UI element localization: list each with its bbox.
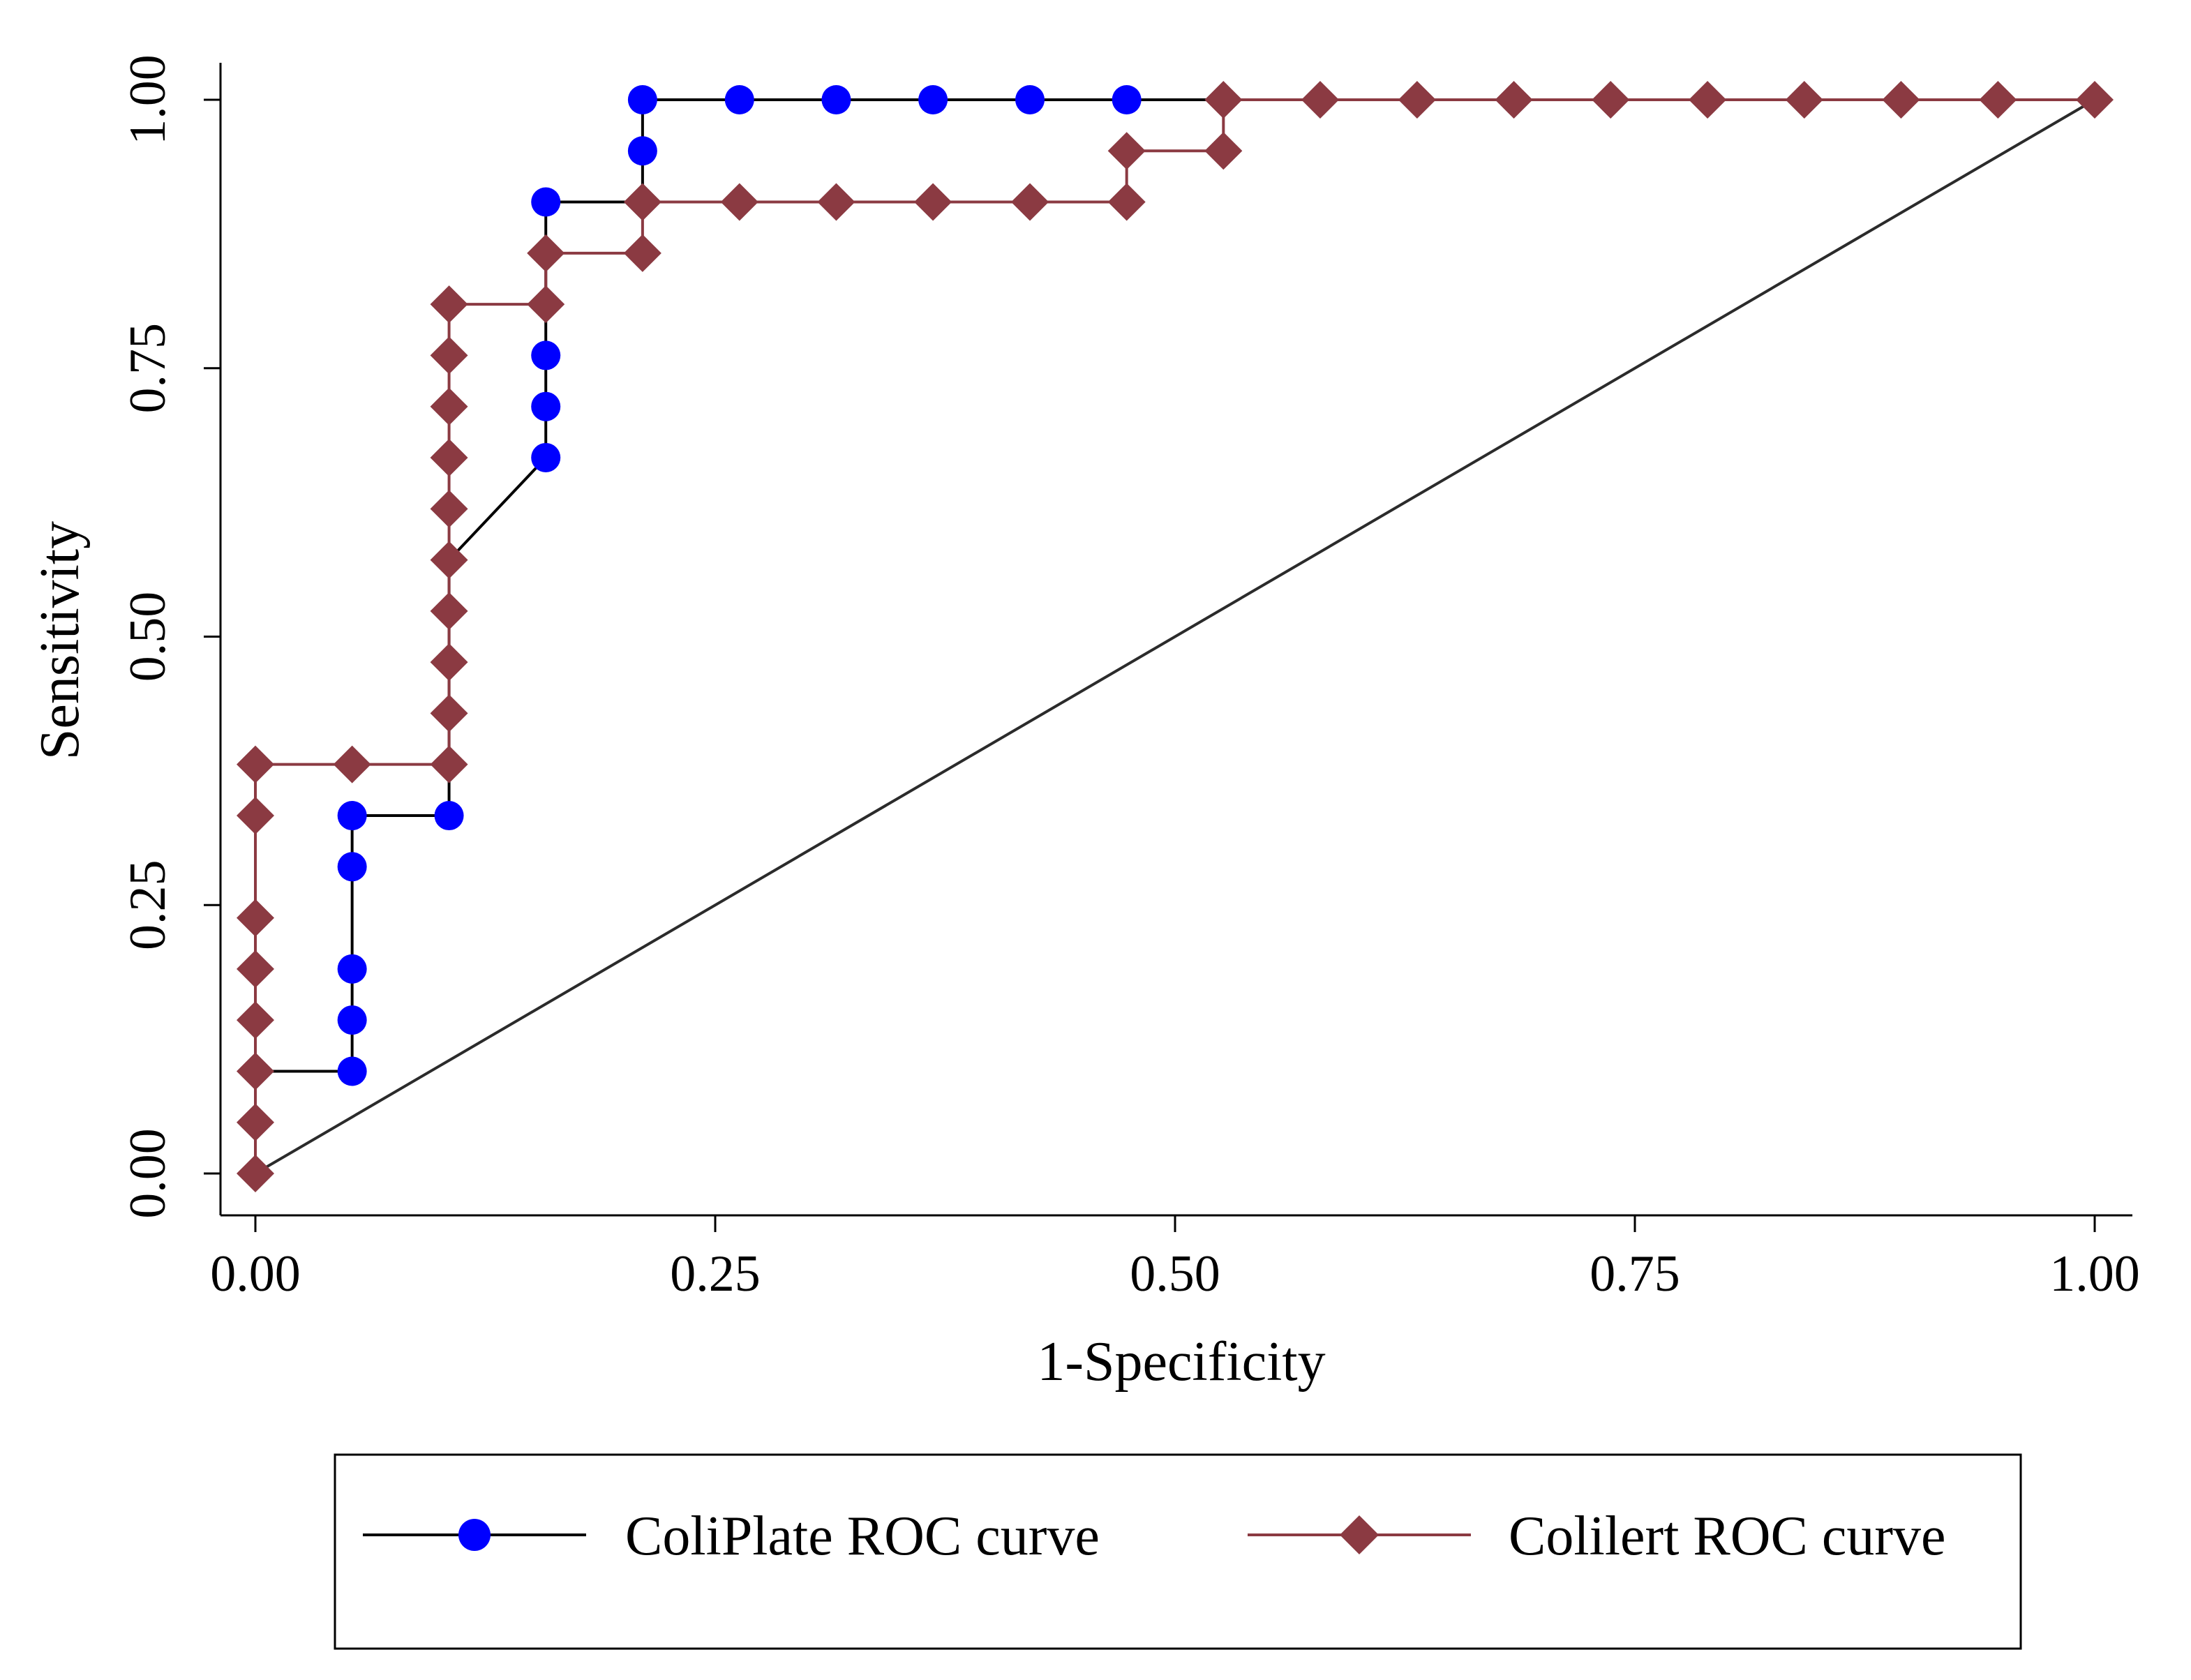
coliplate-point — [337, 954, 367, 984]
colilert-point — [237, 797, 274, 835]
colilert-point — [430, 694, 468, 733]
colilert-point — [1689, 81, 1727, 119]
colilert-point — [237, 1155, 274, 1192]
colilert-point — [430, 387, 468, 426]
coliplate-point — [531, 391, 561, 421]
colilert-point — [720, 183, 758, 221]
axes-layer: 0.00 0.25 0.50 0.75 1.00 0.00 0.25 0.50 0.75 1.00 — [119, 54, 2140, 1303]
colilert-point — [1204, 132, 1243, 170]
colilert-point — [623, 234, 661, 272]
legend-coliplate-label: ColiPlate ROC curve — [625, 1506, 1100, 1567]
colilert-point — [237, 1103, 274, 1141]
colilert-point — [623, 183, 661, 221]
colilert-point — [237, 1001, 274, 1040]
x-tick-label: 1.00 — [2049, 1245, 2140, 1303]
colilert-point — [1592, 81, 1630, 119]
colilert-point — [1979, 81, 2017, 119]
colilert-point — [1107, 183, 1146, 221]
coliplate-point — [434, 801, 464, 831]
colilert-point — [1204, 81, 1243, 119]
y-tick-label: 0.75 — [119, 323, 177, 414]
colilert-point — [237, 1052, 274, 1090]
coliplate-point — [724, 85, 754, 114]
coliplate-point — [821, 85, 851, 114]
coliplate-point — [531, 442, 561, 472]
colilert-point — [817, 183, 855, 221]
colilert-point — [1882, 81, 1920, 119]
x-tick-label: 0.00 — [210, 1245, 301, 1303]
colilert-point — [1495, 81, 1533, 119]
series-markers-layer — [237, 81, 2114, 1192]
y-tick-label: 1.00 — [119, 54, 177, 145]
coliplate-point — [531, 340, 561, 370]
coliplate-point — [337, 852, 367, 882]
legend-item-colilert: Colilert ROC curve — [1248, 1506, 1946, 1567]
colilert-point — [1107, 132, 1146, 170]
colilert-point — [1785, 81, 1823, 119]
reference-line-layer — [254, 98, 2096, 1175]
coliplate-point — [1112, 85, 1142, 114]
colilert-point — [430, 643, 468, 682]
legend-box — [334, 1453, 2022, 1650]
coliplate-point — [531, 187, 561, 217]
legend: ColiPlate ROC curve Colilert ROC curve — [334, 1453, 2022, 1650]
x-axis-title: 1-Specificity — [1037, 1331, 1325, 1393]
legend-colilert-marker — [1340, 1515, 1379, 1554]
colilert-point — [1011, 183, 1049, 221]
colilert-point — [333, 745, 371, 783]
colilert-point — [430, 592, 468, 630]
colilert-point — [1301, 81, 1339, 119]
reference-diagonal-line — [254, 98, 2096, 1175]
colilert-point — [527, 234, 565, 272]
colilert-point — [430, 285, 468, 324]
colilert-point — [237, 745, 274, 783]
colilert-point — [914, 183, 952, 221]
coliplate-point — [337, 1056, 367, 1086]
colilert-point — [430, 745, 468, 783]
legend-item-coliplate: ColiPlate ROC curve — [363, 1506, 1100, 1567]
y-tick-label: 0.00 — [119, 1128, 177, 1219]
colilert-point — [430, 438, 468, 477]
coliplate-point — [627, 85, 657, 114]
x-tick-label: 0.25 — [670, 1245, 761, 1303]
x-tick-label: 0.75 — [1590, 1245, 1680, 1303]
colilert-point — [237, 950, 274, 988]
y-tick-label: 0.25 — [119, 860, 177, 951]
coliplate-point — [627, 136, 657, 166]
colilert-roc-line — [254, 98, 2095, 1173]
colilert-point — [527, 285, 565, 324]
colilert-point — [430, 490, 468, 528]
legend-coliplate-marker — [458, 1519, 491, 1551]
colilert-point — [430, 336, 468, 375]
colilert-point — [1398, 81, 1436, 119]
coliplate-point — [1015, 85, 1045, 114]
coliplate-point — [337, 801, 367, 831]
coliplate-point — [337, 1005, 367, 1035]
coliplate-point — [918, 85, 948, 114]
colilert-point — [2076, 81, 2114, 119]
colilert-point — [237, 899, 274, 937]
legend-colilert-label: Colilert ROC curve — [1509, 1506, 1946, 1567]
y-tick-label: 0.50 — [119, 592, 177, 682]
y-axis-title: Sensitivity — [29, 521, 91, 760]
colilert-point — [430, 541, 468, 579]
x-tick-label: 0.50 — [1130, 1245, 1220, 1303]
